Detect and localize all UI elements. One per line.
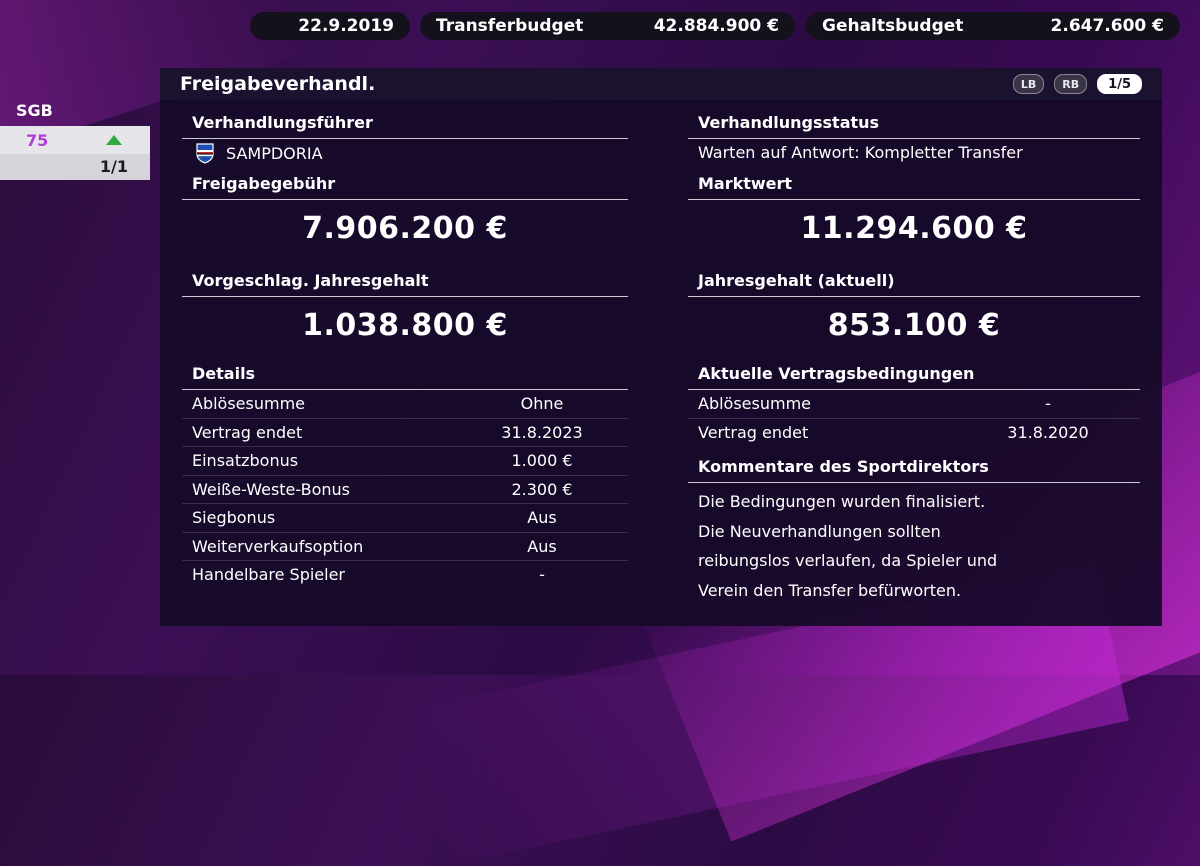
release-fee-value: 7.906.200 € — [302, 211, 508, 246]
comment-line: Verein den Transfer befürworten. — [698, 580, 962, 600]
row-key: Ablösesumme — [192, 394, 306, 414]
left-column: Verhandlungsführer SAMPDORIA Freigabegeb… — [182, 112, 628, 589]
panel-title: Freigabeverhandl. — [180, 73, 376, 95]
row-value: - — [1045, 394, 1051, 414]
table-row: Siegbonus Aus — [182, 504, 628, 533]
row-value: Aus — [527, 508, 557, 528]
row-value: 2.300 € — [511, 479, 573, 499]
row-value: Ohne — [520, 394, 564, 414]
comment-line: Die Bedingungen wurden finalisiert. — [698, 492, 986, 511]
row-key: Ablösesumme — [698, 394, 812, 414]
row-value: 31.8.2023 — [501, 422, 583, 442]
rb-button[interactable]: RB — [1054, 74, 1088, 94]
transfer-budget-display: Transferbudget 42.884.900 € — [420, 12, 795, 40]
row-key: Weiße-Weste-Bonus — [192, 479, 350, 499]
table-row: Weiterverkaufsoption Aus — [182, 533, 628, 561]
sgb-value: 75 — [26, 130, 49, 150]
sampdoria-crest-icon — [196, 143, 214, 164]
row-key: Siegbonus — [192, 508, 276, 528]
proposed-salary-heading: Vorgeschlag. Jahresgehalt — [182, 270, 628, 297]
row-key: Vertrag endet — [698, 422, 809, 442]
club-name: SAMPDORIA — [226, 143, 323, 163]
details-table: Ablösesumme Ohne Vertrag endet 31.8.2023… — [182, 390, 628, 589]
table-row: Einsatzbonus 1.000 € — [182, 447, 628, 476]
date-display: 22.9.2019 — [250, 12, 410, 40]
page-controls: LB RB 1/5 — [1012, 74, 1142, 94]
lb-button[interactable]: LB — [1012, 74, 1045, 94]
negotiation-panel: Freigabeverhandl. LB RB 1/5 Verhandlungs… — [160, 68, 1162, 626]
current-contract-heading: Aktuelle Vertragsbedingungen — [688, 363, 1140, 390]
salary-budget-label: Gehaltsbudget — [822, 16, 964, 36]
negotiator-club: SAMPDORIA — [182, 139, 628, 167]
current-salary-heading: Jahresgehalt (aktuell) — [688, 270, 1140, 297]
row-value: 31.8.2020 — [1007, 422, 1089, 442]
director-comments: Die Bedingungen wurden finalisiert. Die … — [688, 483, 1140, 605]
date-text: 22.9.2019 — [298, 16, 394, 36]
row-key: Weiterverkaufsoption — [192, 536, 364, 556]
player-entry[interactable]: 75 — [0, 126, 150, 154]
table-row: Weiße-Weste-Bonus 2.300 € — [182, 476, 628, 504]
list-page-indicator: 1/1 — [0, 154, 150, 180]
director-comments-heading: Kommentare des Sportdirektors — [688, 456, 1140, 483]
arrow-up-icon — [106, 135, 122, 145]
transfer-budget-label: Transferbudget — [436, 16, 584, 36]
row-key: Handelbare Spieler — [192, 565, 346, 585]
row-key: Einsatzbonus — [192, 451, 299, 471]
table-row: Ablösesumme Ohne — [182, 390, 628, 419]
right-column: Verhandlungsstatus Warten auf Antwort: K… — [688, 112, 1140, 605]
salary-budget-display: Gehaltsbudget 2.647.600 € — [806, 12, 1180, 40]
comment-line: reibungslos verlaufen, da Spieler und — [698, 551, 998, 570]
player-sidebar: SGB 75 1/1 — [0, 96, 150, 180]
page-indicator: 1/5 — [1097, 74, 1142, 94]
market-value-heading: Marktwert — [688, 173, 1140, 200]
row-value: - — [539, 565, 545, 585]
market-value-value: 11.294.600 € — [800, 211, 1028, 246]
negotiator-heading: Verhandlungsführer — [182, 112, 628, 139]
row-value: Aus — [527, 536, 557, 556]
release-fee-heading: Freigabegebühr — [182, 173, 628, 200]
transfer-budget-value: 42.884.900 € — [653, 16, 779, 36]
table-row: Vertrag endet 31.8.2020 — [688, 419, 1140, 447]
current-salary-value: 853.100 € — [827, 308, 1001, 343]
table-row: Handelbare Spieler - — [182, 561, 628, 589]
details-heading: Details — [182, 363, 628, 390]
proposed-salary-value: 1.038.800 € — [302, 308, 508, 343]
current-contract-table: Ablösesumme - Vertrag endet 31.8.2020 — [688, 390, 1140, 446]
table-row: Ablösesumme - — [688, 390, 1140, 419]
row-key: Vertrag endet — [192, 422, 303, 442]
sgb-label: SGB — [16, 101, 53, 120]
status-text: Warten auf Antwort: Kompletter Transfer — [698, 143, 1023, 162]
table-row: Vertrag endet 31.8.2023 — [182, 419, 628, 447]
row-value: 1.000 € — [511, 451, 573, 471]
salary-budget-value: 2.647.600 € — [1050, 16, 1164, 36]
comment-line: Die Neuverhandlungen sollten — [698, 521, 941, 541]
panel-header: Freigabeverhandl. LB RB 1/5 — [160, 68, 1162, 100]
status-heading: Verhandlungsstatus — [688, 112, 1140, 139]
